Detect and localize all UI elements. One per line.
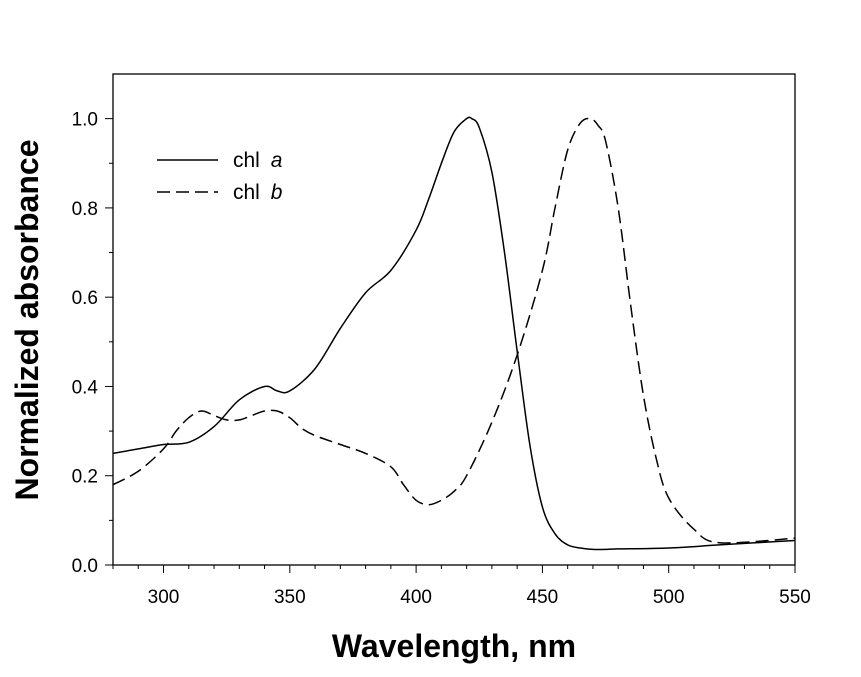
y-tick-label: 0.6 — [72, 288, 98, 309]
y-axis-ticks: 0.0 0.2 0.4 0.6 0.8 1.0 — [72, 110, 113, 577]
x-tick-label: 550 — [779, 587, 811, 608]
y-tick-label: 0.2 — [72, 467, 98, 488]
y-tick-label: 0.0 — [72, 556, 98, 577]
legend-label-chl-a: chl a — [233, 149, 282, 172]
x-tick-label: 400 — [400, 587, 432, 608]
series-line-chl-b — [112, 117, 796, 544]
x-tick-label: 300 — [148, 587, 180, 608]
x-tick-label: 500 — [653, 587, 685, 608]
y-tick-label: 0.4 — [72, 377, 99, 398]
legend-label-chl-b: chl b — [233, 181, 283, 204]
legend-label-prefix: chl — [233, 149, 266, 172]
plot-frame — [112, 73, 796, 566]
y-axis-title: Normalized absorbance — [9, 140, 45, 501]
x-axis-title: Wavelength, nm — [332, 628, 576, 664]
legend-label-italic: b — [271, 181, 283, 204]
plot-frame-group — [112, 73, 796, 566]
series-line-chl-a — [112, 116, 796, 551]
y-tick-label: 0.8 — [72, 199, 98, 220]
y-tick-label: 1.0 — [72, 110, 98, 131]
legend-label-italic: a — [271, 149, 283, 172]
x-axis-ticks: 300 350 400 450 500 550 — [112, 565, 811, 608]
legend-label-prefix: chl — [233, 181, 266, 204]
x-tick-label: 450 — [527, 587, 559, 608]
x-tick-label: 350 — [274, 587, 306, 608]
series-group — [112, 116, 796, 551]
